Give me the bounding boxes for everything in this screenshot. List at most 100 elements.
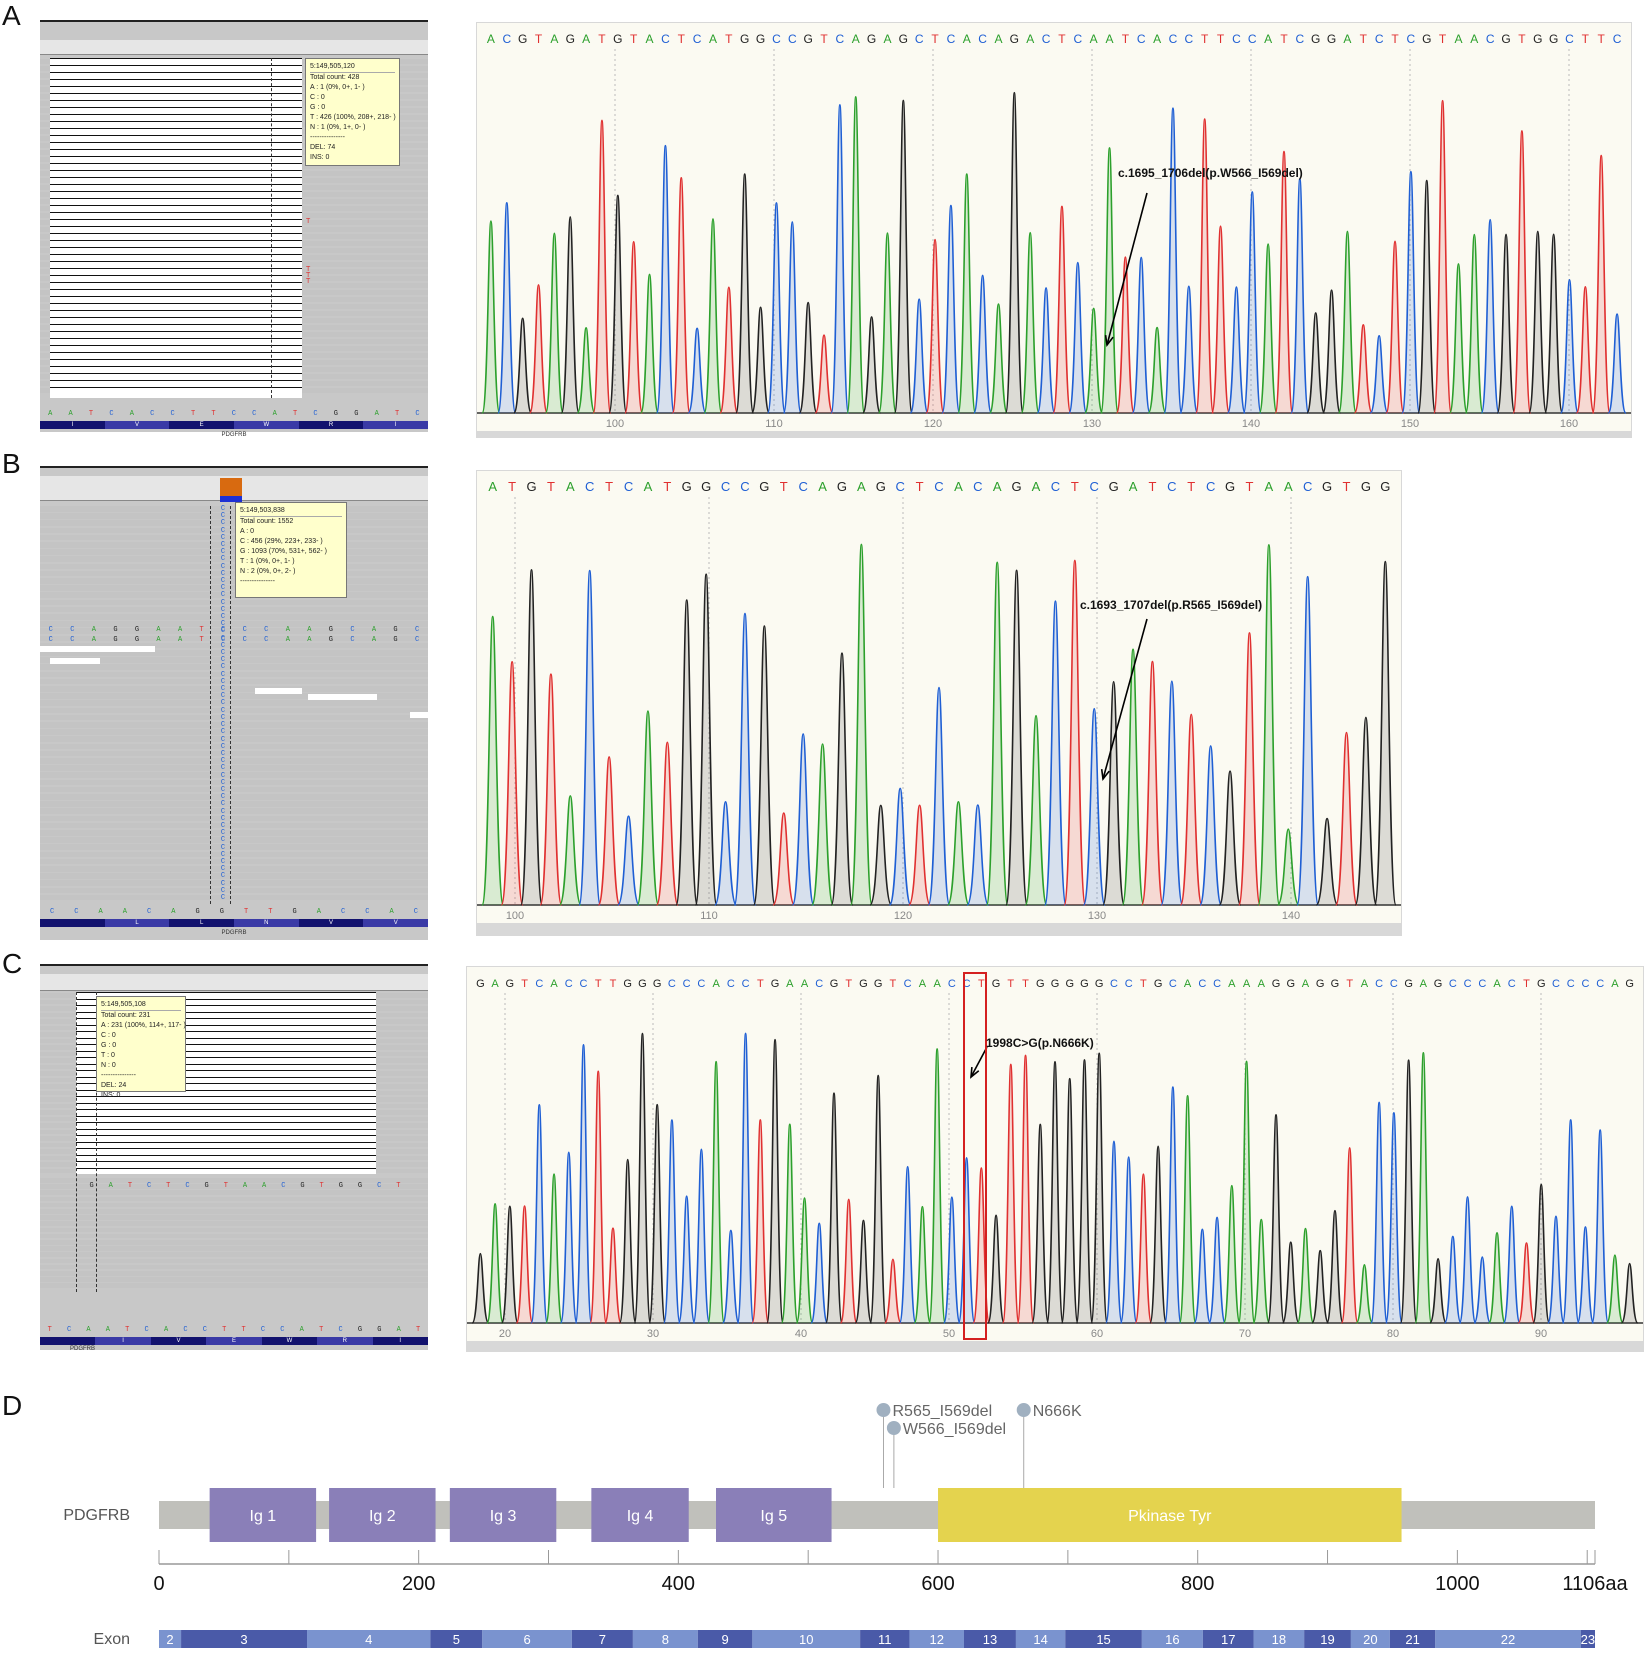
- igv-read: [40, 1283, 428, 1288]
- exon-segment[interactable]: [752, 1630, 861, 1648]
- base-call: G: [992, 978, 1001, 990]
- base-call: C: [697, 978, 705, 990]
- igv-read: [40, 592, 428, 598]
- axis-tick-label: 800: [1181, 1573, 1214, 1595]
- igv-base: C: [202, 1326, 207, 1334]
- igv-read: [376, 1097, 428, 1102]
- exon-segment[interactable]: [1350, 1630, 1390, 1648]
- exon-segment[interactable]: [1141, 1630, 1203, 1648]
- exon-segment[interactable]: [697, 1630, 753, 1648]
- exon-segment[interactable]: [181, 1630, 308, 1648]
- protein-domain[interactable]: [209, 1488, 317, 1542]
- exon-segment[interactable]: [482, 1630, 572, 1648]
- chromatogram-peak: [608, 194, 628, 414]
- igv-read: [40, 614, 428, 620]
- igv-base: C: [264, 626, 269, 634]
- chromatogram-peak: [909, 298, 929, 414]
- igv-base: A: [371, 636, 377, 644]
- igv-read: [40, 255, 50, 260]
- chromatogram-peak: [633, 1032, 652, 1324]
- protein-domain[interactable]: [449, 1488, 557, 1542]
- protein-domain[interactable]: [329, 1488, 436, 1542]
- base-call: G: [526, 479, 536, 494]
- protein-domain[interactable]: [938, 1488, 1402, 1542]
- exon-segment[interactable]: [1202, 1630, 1254, 1648]
- protein-domain[interactable]: [591, 1488, 689, 1542]
- chromatogram-peak: [825, 1092, 843, 1324]
- igv-base: C: [281, 1182, 286, 1190]
- tick-label: 140: [1282, 910, 1300, 922]
- igv-read: [40, 729, 428, 735]
- igv-base: T: [88, 410, 94, 418]
- base-call: C: [1508, 978, 1516, 990]
- igv-base: C: [350, 626, 355, 634]
- chromatogram-peak: [888, 787, 912, 906]
- igv-read: [40, 129, 50, 134]
- mutation-head[interactable]: [876, 1403, 891, 1417]
- base-call: C: [1596, 978, 1604, 990]
- deletion-line: [50, 177, 302, 178]
- exon-segment[interactable]: [632, 1630, 698, 1648]
- igv-read: [302, 227, 428, 232]
- exon-segment[interactable]: [1253, 1630, 1305, 1648]
- exon-segment[interactable]: [430, 1630, 483, 1648]
- igv-read: [40, 628, 428, 634]
- igv-read: [376, 1149, 428, 1154]
- igv-read: [376, 1032, 428, 1037]
- exon-segment[interactable]: [1304, 1630, 1351, 1648]
- axis-tick-label: 400: [662, 1573, 695, 1595]
- chromatogram-peak: [1443, 1235, 1462, 1324]
- exon-segment[interactable]: [963, 1630, 1016, 1648]
- igv-base: A: [122, 908, 127, 916]
- igv-read: [376, 1123, 428, 1128]
- protein-domain[interactable]: [716, 1488, 832, 1542]
- deletion-line: [50, 345, 302, 346]
- base-call: G: [1272, 978, 1281, 990]
- deletion-line: [50, 240, 302, 241]
- exon-segment[interactable]: [1580, 1630, 1595, 1648]
- base-call: G: [1422, 32, 1431, 46]
- chromatogram-peak: [1258, 243, 1278, 414]
- chromatogram-peak: [927, 686, 951, 906]
- base-call: C: [1390, 978, 1398, 990]
- chromatogram-peak: [604, 1227, 622, 1324]
- exon-segment[interactable]: [571, 1630, 633, 1648]
- exon-segment[interactable]: [1389, 1630, 1436, 1648]
- igv-reads-track[interactable]: C C C C C C C C C C C C C C C C C C C C …: [40, 505, 428, 906]
- base-call: T: [547, 479, 555, 494]
- tooltip-position: 5:149,503,838: [240, 506, 342, 517]
- exon-segment[interactable]: [1015, 1630, 1066, 1648]
- exon-segment[interactable]: [1435, 1630, 1581, 1648]
- igv-base: A: [156, 636, 161, 644]
- chromatogram-peak: [854, 1219, 873, 1324]
- deletion-line: [76, 1076, 376, 1078]
- igv-base: C: [252, 410, 257, 418]
- igv-browser-b[interactable]: C C C C C C C C C C C C C C C C C C C C …: [40, 466, 429, 940]
- igv-read: [40, 150, 50, 155]
- igv-read: [40, 808, 428, 814]
- igv-browser-c[interactable]: 5:149,505,108 Total count: 231 A : 231 (10…: [40, 964, 428, 1352]
- base-call: A: [963, 32, 971, 46]
- exon-segment[interactable]: [860, 1630, 910, 1648]
- igv-read: [40, 66, 50, 71]
- base-call: T: [1140, 978, 1147, 990]
- exon-segment[interactable]: [307, 1630, 431, 1648]
- igv-read: [40, 1190, 428, 1195]
- chromatogram-peak: [810, 1222, 829, 1324]
- exon-segment[interactable]: [159, 1630, 182, 1648]
- base-call: G: [1286, 978, 1295, 990]
- chromatogram-peak: [1238, 632, 1261, 906]
- exon-segment[interactable]: [1065, 1630, 1142, 1648]
- deletion-line: [50, 366, 302, 367]
- igv-read: [40, 880, 428, 886]
- exon-segment[interactable]: [909, 1630, 964, 1648]
- deletion-line: [50, 72, 302, 73]
- igv-mismatch: T: [306, 218, 311, 225]
- mutation-head[interactable]: [1016, 1403, 1031, 1417]
- mutation-head[interactable]: [886, 1421, 901, 1435]
